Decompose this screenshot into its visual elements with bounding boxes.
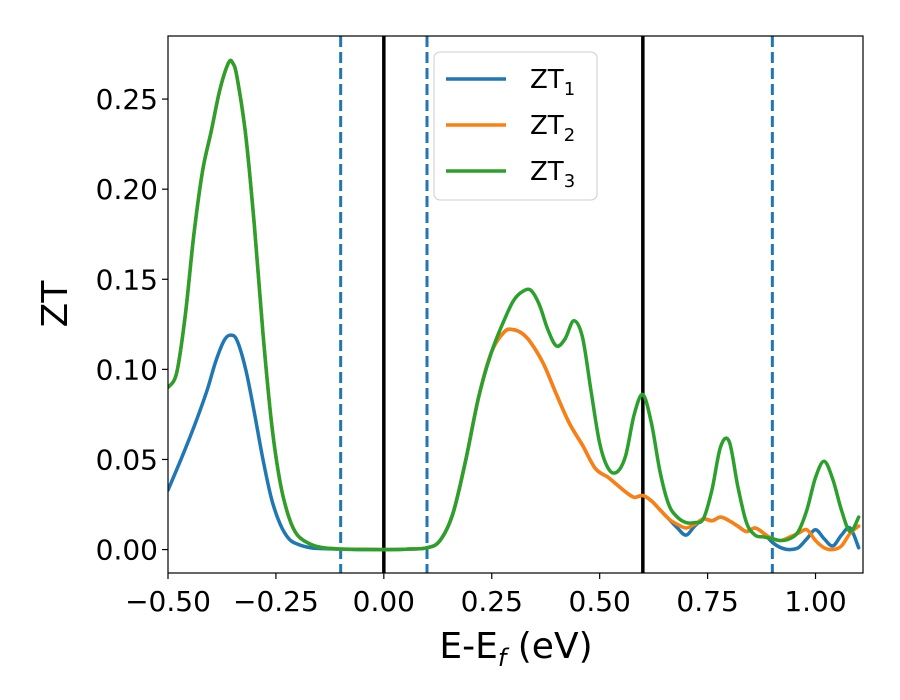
y-tick-label: 0.05 [96,443,158,476]
legend: ZT1 ZT2 ZT3 [433,51,598,201]
legend-label-zt1: ZT1 [530,65,575,100]
x-axis-title: E-Ef (eV) [439,626,592,672]
series-line-zt3 [168,58,861,552]
legend-label-zt2: ZT2 [530,111,575,146]
legend-box [433,51,598,201]
x-tick-label: 0.00 [353,585,415,618]
x-axis-title-main: E-E [439,626,497,667]
series-lines [168,58,861,552]
y-tick-label: 0.20 [96,173,158,206]
y-axis-ticks: 0.00 0.05 0.10 0.15 0.20 0.25 [96,83,168,567]
x-axis-ticks: −0.50 −0.25 0.00 0.25 0.50 0.75 1.00 [125,573,847,618]
y-axis-title: ZT [35,280,76,328]
plot-frame [167,35,864,574]
vertical-lines [339,36,774,573]
x-axis-title-unit: (eV) [506,626,592,667]
x-tick-label: 0.25 [461,585,523,618]
legend-label-zt3: ZT3 [530,157,575,192]
x-tick-label: 1.00 [784,585,846,618]
x-tick-label: 0.75 [676,585,738,618]
x-tick-label: −0.50 [125,585,211,618]
y-tick-label: 0.00 [96,534,158,567]
x-tick-label: 0.50 [569,585,631,618]
y-tick-label: 0.15 [96,263,158,296]
x-tick-label: −0.25 [233,585,319,618]
y-tick-label: 0.10 [96,353,158,386]
y-tick-label: 0.25 [96,83,158,116]
